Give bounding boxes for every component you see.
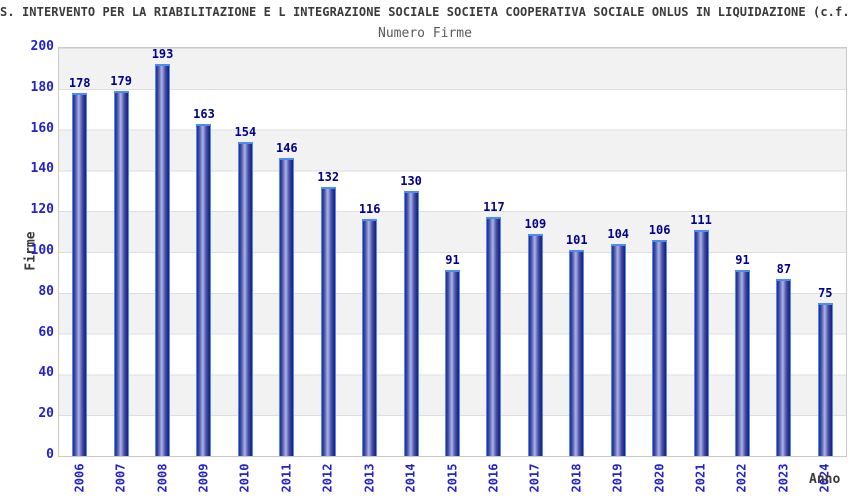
chart-subtitle: Numero Firme [378, 26, 472, 41]
bar-slot-2017: 109 [515, 48, 556, 456]
bar-value-label: 109 [524, 216, 547, 231]
x-tick-2009: 2009 [196, 463, 211, 493]
x-tick-2023: 2023 [776, 463, 791, 493]
y-tick-200: 200 [30, 39, 54, 54]
bar-2009 [196, 123, 212, 456]
bar-value-label: 91 [735, 253, 750, 268]
bar-value-label: 132 [317, 169, 340, 184]
x-tick-2019: 2019 [610, 463, 625, 493]
y-tick-0: 0 [46, 447, 54, 462]
bar-value-label: 130 [400, 173, 422, 188]
y-tick-60: 60 [38, 324, 54, 340]
bar-2016 [486, 217, 502, 456]
bar-slot-2015: 91 [432, 48, 473, 456]
bars-container: 178 179 193 163 154 146 132 116 130 91 117 109 101 10… [59, 48, 846, 456]
bar-value-label: 163 [193, 106, 215, 121]
y-tick-140: 140 [30, 161, 54, 177]
plot-area: 178 179 193 163 154 146 132 116 130 91 117 109 101 10… [58, 47, 847, 457]
bar-value-label: 154 [234, 124, 257, 139]
x-tick-2015: 2015 [445, 463, 459, 493]
x-tick-2020: 2020 [652, 463, 667, 493]
bar-slot-2010: 154 [225, 48, 266, 456]
bar-slot-2022: 91 [722, 48, 763, 456]
bar-2023 [776, 278, 792, 456]
bar-2014 [403, 190, 419, 456]
y-tick-180: 180 [30, 79, 54, 95]
bar-slot-2016: 117 [473, 48, 514, 456]
bar-slot-2018: 101 [556, 48, 597, 456]
bar-value-label: 106 [648, 222, 671, 237]
bar-slot-2013: 116 [349, 48, 390, 456]
x-tick-2022: 2022 [734, 463, 749, 493]
bar-value-label: 75 [818, 286, 833, 300]
bar-value-label: 91 [445, 253, 460, 268]
x-axis-title: Anno [809, 472, 841, 487]
bar-2011 [279, 158, 295, 456]
y-tick-100: 100 [30, 243, 54, 258]
bar-value-label: 179 [110, 73, 132, 88]
x-tick-2008: 2008 [155, 463, 170, 493]
x-tick-2013: 2013 [362, 463, 377, 493]
bar-slot-2007: 179 [100, 48, 141, 456]
bar-slot-2011: 146 [266, 48, 307, 456]
y-tick-20: 20 [38, 406, 54, 422]
bar-2010 [237, 141, 253, 456]
x-tick-2016: 2016 [486, 463, 501, 493]
bar-slot-2023: 87 [763, 48, 804, 456]
bar-2008 [155, 64, 171, 456]
bar-value-label: 178 [68, 75, 91, 90]
x-tick-2017: 2017 [527, 463, 542, 493]
bar-slot-2014: 130 [390, 48, 431, 456]
bar-2006 [72, 92, 88, 456]
bar-value-label: 117 [483, 200, 505, 215]
bar-2021 [693, 229, 709, 456]
bar-value-label: 101 [565, 233, 588, 247]
x-tick-2011: 2011 [279, 463, 294, 493]
bar-2017 [527, 233, 543, 456]
bar-2024 [817, 303, 833, 456]
bar-slot-2009: 163 [183, 48, 224, 456]
x-tick-2012: 2012 [320, 463, 335, 493]
bar-slot-2019: 104 [597, 48, 638, 456]
x-tick-2010: 2010 [237, 463, 252, 493]
bar-2015 [445, 270, 460, 456]
bar-slot-2024: 75 [805, 48, 846, 456]
bar-slot-2012: 132 [308, 48, 349, 456]
bar-slot-2008: 193 [142, 48, 183, 456]
bar-2007 [113, 90, 129, 456]
bar-value-label: 111 [690, 212, 712, 227]
bar-slot-2021: 111 [680, 48, 721, 456]
bar-2019 [610, 243, 626, 456]
y-tick-120: 120 [30, 202, 54, 218]
y-tick-80: 80 [38, 283, 54, 299]
bar-value-label: 193 [151, 47, 174, 61]
bar-value-label: 87 [776, 261, 792, 276]
bar-2020 [652, 239, 668, 456]
bar-slot-2020: 106 [639, 48, 680, 456]
x-tick-2021: 2021 [693, 463, 708, 493]
bar-value-label: 104 [607, 226, 630, 241]
bar-value-label: 146 [275, 141, 298, 156]
bar-slot-2006: 178 [59, 48, 100, 456]
x-tick-2007: 2007 [113, 463, 128, 493]
bar-2018 [569, 250, 585, 456]
x-tick-2014: 2014 [403, 463, 418, 493]
bar-2013 [362, 219, 378, 456]
x-tick-2018: 2018 [569, 463, 584, 493]
bar-2012 [320, 186, 336, 456]
x-tick-2006: 2006 [72, 463, 87, 493]
y-tick-160: 160 [30, 120, 54, 136]
bar-2022 [734, 270, 750, 456]
bar-value-label: 116 [358, 202, 381, 217]
chart-title: S. INTERVENTO PER LA RIABILITAZIONE E L … [0, 5, 850, 19]
y-tick-40: 40 [38, 365, 54, 381]
